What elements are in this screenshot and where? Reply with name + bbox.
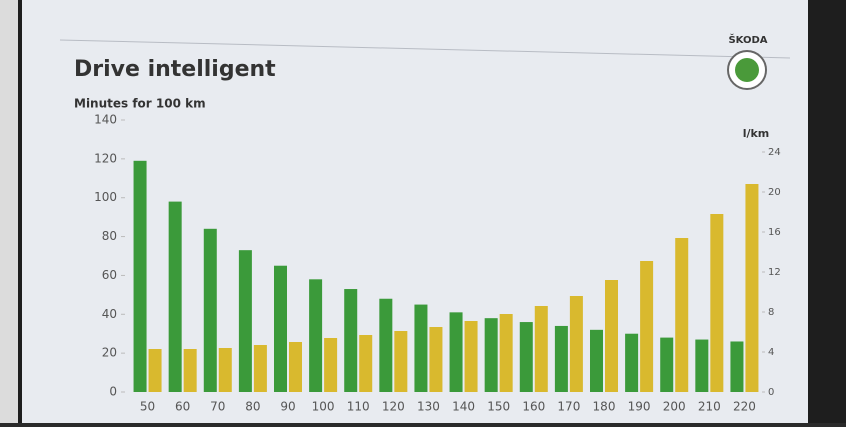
x-tick-label: 190 [628,400,651,414]
y-tick-label: 140 [94,113,117,127]
bar [148,349,162,392]
title-rule [59,39,791,59]
x-tick-label: 70 [210,400,225,414]
bar [324,338,338,392]
x-tick-label: 180 [593,400,616,414]
bar [695,339,709,392]
bar [394,331,408,392]
bar [414,304,428,392]
y2-tick-label: 12 [768,267,781,278]
bar [660,337,674,392]
bar [605,280,618,392]
bar [569,296,583,392]
x-tick-label: 150 [487,400,510,414]
bar [133,160,147,392]
x-tick-label: 200 [663,400,686,414]
x-tick-label: 220 [733,400,756,414]
bar [710,214,724,392]
bar [253,345,267,392]
bar [289,342,302,392]
brand: ŠKODA [728,33,767,46]
y-tick-label: 20 [102,346,117,360]
bar [168,201,182,392]
bar [554,325,568,392]
y2-tick-label: 0 [768,387,774,398]
x-tick-label: 100 [312,400,335,414]
bar [449,312,463,392]
bar [464,321,478,392]
x-tick-label: 160 [522,400,545,414]
bar [590,329,603,392]
x-tick-label: 120 [382,400,405,414]
y-tick-label: 0 [109,385,117,399]
y2-tick-label: 24 [768,147,781,158]
x-tick-label: 170 [557,400,580,414]
x-tick-label: 140 [452,400,475,414]
bar [730,341,744,392]
wall [0,0,18,423]
bar [534,306,548,392]
bar [274,265,287,392]
x-tick-label: 210 [698,400,721,414]
y-tick-label: 40 [102,307,117,321]
y2-tick-label: 8 [768,307,774,318]
y-tick-label: 120 [94,151,117,165]
x-tick-label: 130 [417,400,440,414]
y2-tick-label: 4 [768,347,774,358]
chart-title: Drive intelligent [74,57,276,82]
bar [379,298,393,392]
y-tick-label: 100 [94,190,117,204]
x-tick-label: 50 [140,400,155,414]
bar [238,250,252,392]
bar [203,228,217,392]
bar [344,289,358,392]
y-tick-label: 60 [102,268,117,282]
y-tick-label: 80 [102,229,117,243]
bar [309,279,323,392]
x-tick-label: 90 [280,400,295,414]
bar [640,261,654,392]
bar [359,335,373,392]
bar [745,184,759,392]
y2-tick-label: 16 [768,227,781,238]
bar [625,333,639,392]
bar [499,314,513,392]
logo-arrow [735,58,759,82]
x-tick-label: 80 [245,400,260,414]
y2-axis-label: l/km [743,127,770,140]
bar [218,348,232,392]
y2-tick-label: 20 [768,187,781,198]
y-axis-label: Minutes for 100 km [74,97,206,111]
bar [183,349,197,392]
bar [484,318,498,392]
bar [429,327,443,392]
bar [675,238,689,392]
x-tick-label: 60 [175,400,190,414]
x-tick-label: 110 [347,400,370,414]
bar [519,322,533,392]
